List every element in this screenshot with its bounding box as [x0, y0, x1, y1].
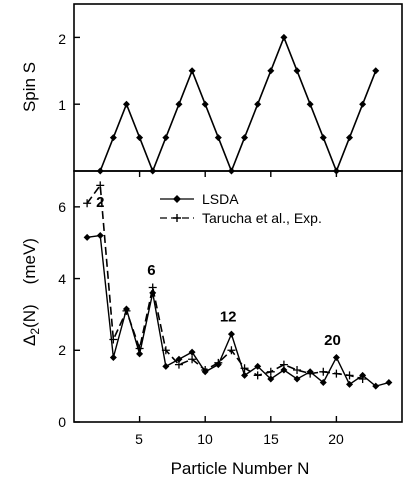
- delta-ytick-label-2: 2: [58, 342, 66, 358]
- lsda-point-7: [162, 362, 170, 370]
- spin-plot-frame: [73, 3, 403, 172]
- lsda-point-9: [188, 348, 196, 356]
- spin-point-5: [136, 134, 144, 142]
- legend: LSDA Tarucha et al., Exp.: [160, 191, 322, 226]
- lsda-point-16: [280, 366, 288, 374]
- lsda-point-24: [385, 379, 393, 387]
- spin-ytick-label-1: 1: [58, 97, 66, 113]
- exp-point-9: [188, 355, 197, 364]
- spin-y-ticks: [74, 36, 80, 105]
- spin-point-21: [346, 134, 354, 142]
- lsda-point-17: [293, 375, 301, 383]
- lsda-point-23: [372, 382, 380, 390]
- spin-point-13: [241, 134, 249, 142]
- exp-point-10: [201, 366, 210, 375]
- spin-point-16: [280, 33, 288, 41]
- delta-xtick-label-5: 5: [135, 431, 143, 447]
- exp-line: [86, 183, 363, 380]
- exp-point-11: [214, 358, 223, 367]
- delta-ytick-label-0: 0: [58, 414, 66, 430]
- spin-point-18: [306, 100, 314, 108]
- delta-ticks: [74, 171, 338, 423]
- exp-point-7: [161, 346, 170, 355]
- exp-point-19: [319, 367, 328, 376]
- delta-series: [83, 181, 393, 390]
- lsda-point-19: [319, 379, 327, 387]
- lsda-point-15: [267, 375, 275, 383]
- exp-point-2: [96, 181, 105, 190]
- delta-plot-frame: [73, 170, 403, 423]
- delta-y-axis-title: Δ2(N) (meV): [20, 238, 42, 346]
- spin-point-11: [214, 134, 222, 142]
- delta-panel: 0 2 4 6 5 10 15 20 Particle Number N Δ2(…: [20, 170, 403, 478]
- delta-annotations: 2 6 12 20: [96, 194, 341, 349]
- spin-y-axis-title: Spin S: [20, 62, 39, 112]
- exp-point-21: [345, 371, 354, 380]
- y-title-delta: Δ: [20, 335, 39, 346]
- annotation-20: 20: [324, 332, 341, 349]
- exp-point-16: [279, 360, 288, 369]
- spin-point-14: [254, 100, 262, 108]
- legend-marker-exp: [173, 214, 181, 222]
- y-title-subscript: 2: [28, 328, 42, 335]
- lsda-point-13: [241, 371, 249, 379]
- spin-ytick-label-2: 2: [58, 31, 66, 47]
- spin-point-22: [359, 100, 367, 108]
- exp-point-4: [122, 306, 131, 315]
- exp-point-5: [135, 344, 144, 353]
- spin-panel: 1 2 Spin S: [20, 3, 403, 175]
- delta-xtick-label-10: 10: [197, 431, 213, 447]
- spin-point-19: [319, 134, 327, 142]
- exp-point-14: [253, 371, 262, 380]
- exp-point-20: [332, 369, 341, 378]
- exp-point-1: [83, 199, 92, 208]
- exp-point-3: [109, 335, 118, 344]
- lsda-point-12: [227, 330, 235, 338]
- exp-point-15: [266, 367, 275, 376]
- exp-point-18: [306, 369, 315, 378]
- lsda-point-14: [254, 362, 262, 370]
- lsda-point-20: [332, 353, 340, 361]
- y-title-arg: (N): [20, 304, 39, 328]
- lsda-point-5: [136, 350, 144, 358]
- lsda-line: [87, 234, 390, 387]
- exp-point-8: [174, 360, 183, 369]
- legend-label-exp: Tarucha et al., Exp.: [202, 210, 322, 226]
- x-axis-title: Particle Number N: [171, 459, 310, 478]
- spin-point-17: [293, 67, 301, 75]
- lsda-point-2: [96, 232, 104, 240]
- spin-point-15: [267, 67, 275, 75]
- spin-series: [96, 33, 380, 175]
- exp-point-17: [293, 366, 302, 375]
- delta-y-axis-title-text: Δ2(N) (meV): [20, 238, 42, 346]
- spin-point-7: [162, 134, 170, 142]
- lsda-point-1: [83, 233, 91, 241]
- spin-point-4: [122, 100, 130, 108]
- legend-marker-lsda: [173, 195, 181, 203]
- spin-point-9: [188, 67, 196, 75]
- legend-label-lsda: LSDA: [202, 191, 239, 207]
- exp-point-13: [240, 364, 249, 373]
- exp-point-6: [148, 283, 157, 292]
- annotation-12: 12: [220, 309, 237, 326]
- annotation-6: 6: [147, 262, 155, 279]
- lsda-point-21: [346, 380, 354, 388]
- delta-ytick-label-6: 6: [58, 199, 66, 215]
- exp-point-12: [227, 346, 236, 355]
- y-title-unit: (meV): [20, 238, 39, 284]
- lsda-point-8: [175, 355, 183, 363]
- spin-point-23: [372, 67, 380, 75]
- lsda-point-3: [109, 353, 117, 361]
- spin-line: [99, 35, 377, 174]
- annotation-2: 2: [96, 194, 104, 211]
- spin-point-3: [109, 134, 117, 142]
- delta-xtick-label-15: 15: [263, 431, 279, 447]
- spin-point-10: [201, 100, 209, 108]
- delta-ytick-label-4: 4: [58, 271, 66, 287]
- exp-point-22: [358, 374, 367, 383]
- delta-xtick-label-20: 20: [328, 431, 344, 447]
- spin-point-8: [175, 100, 183, 108]
